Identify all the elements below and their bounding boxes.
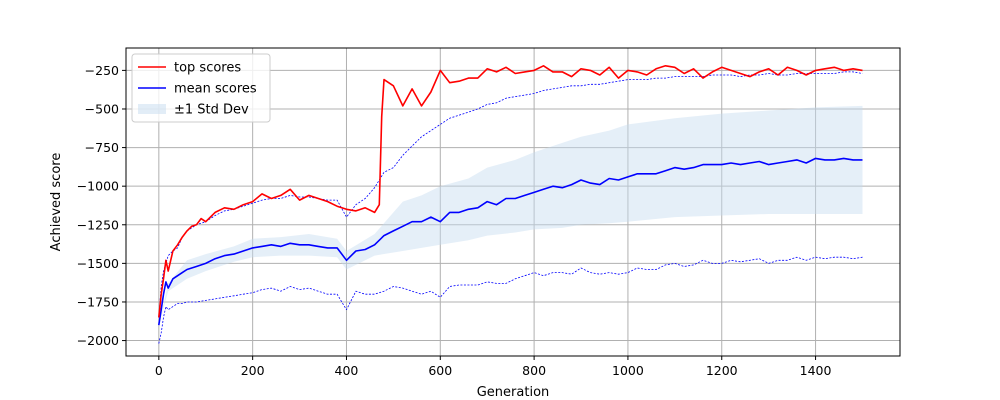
y-tick-label: −2000 (77, 333, 119, 348)
y-axis-label: Achieved score (49, 153, 64, 252)
legend-swatch-std-dev (138, 104, 166, 114)
series-line-dotted-lower (159, 257, 863, 343)
y-axis-ticks: −2000 −1750 −1500 −1250 −1000 −750 −500 −250 (77, 63, 126, 348)
y-tick-label: −1500 (77, 256, 119, 271)
x-tick-label: 1000 (612, 363, 644, 378)
y-tick-label: −1750 (77, 294, 119, 309)
legend-label-std-dev: ±1 Std Dev (174, 103, 249, 118)
y-tick-label: −250 (85, 63, 119, 78)
x-tick-label: 200 (241, 363, 265, 378)
y-tick-label: −750 (85, 140, 119, 155)
legend-label-mean-scores: mean scores (174, 82, 257, 97)
y-tick-label: −1250 (77, 217, 119, 232)
y-tick-label: −500 (85, 101, 119, 116)
std-dev-band-layer (159, 106, 863, 325)
legend: top scores mean scores ±1 Std Dev (132, 54, 270, 122)
x-tick-label: 1400 (800, 363, 832, 378)
x-tick-label: 1200 (706, 363, 738, 378)
x-tick-label: 400 (335, 363, 359, 378)
x-axis-ticks: 0 200 400 600 800 1000 1200 1400 (155, 356, 832, 378)
legend-label-top-scores: top scores (174, 61, 241, 76)
x-tick-label: 0 (155, 363, 163, 378)
y-tick-label: −1000 (77, 179, 119, 194)
x-axis-label: Generation (477, 385, 550, 400)
x-tick-label: 800 (522, 363, 546, 378)
x-tick-label: 600 (428, 363, 452, 378)
std-dev-band (159, 106, 863, 325)
